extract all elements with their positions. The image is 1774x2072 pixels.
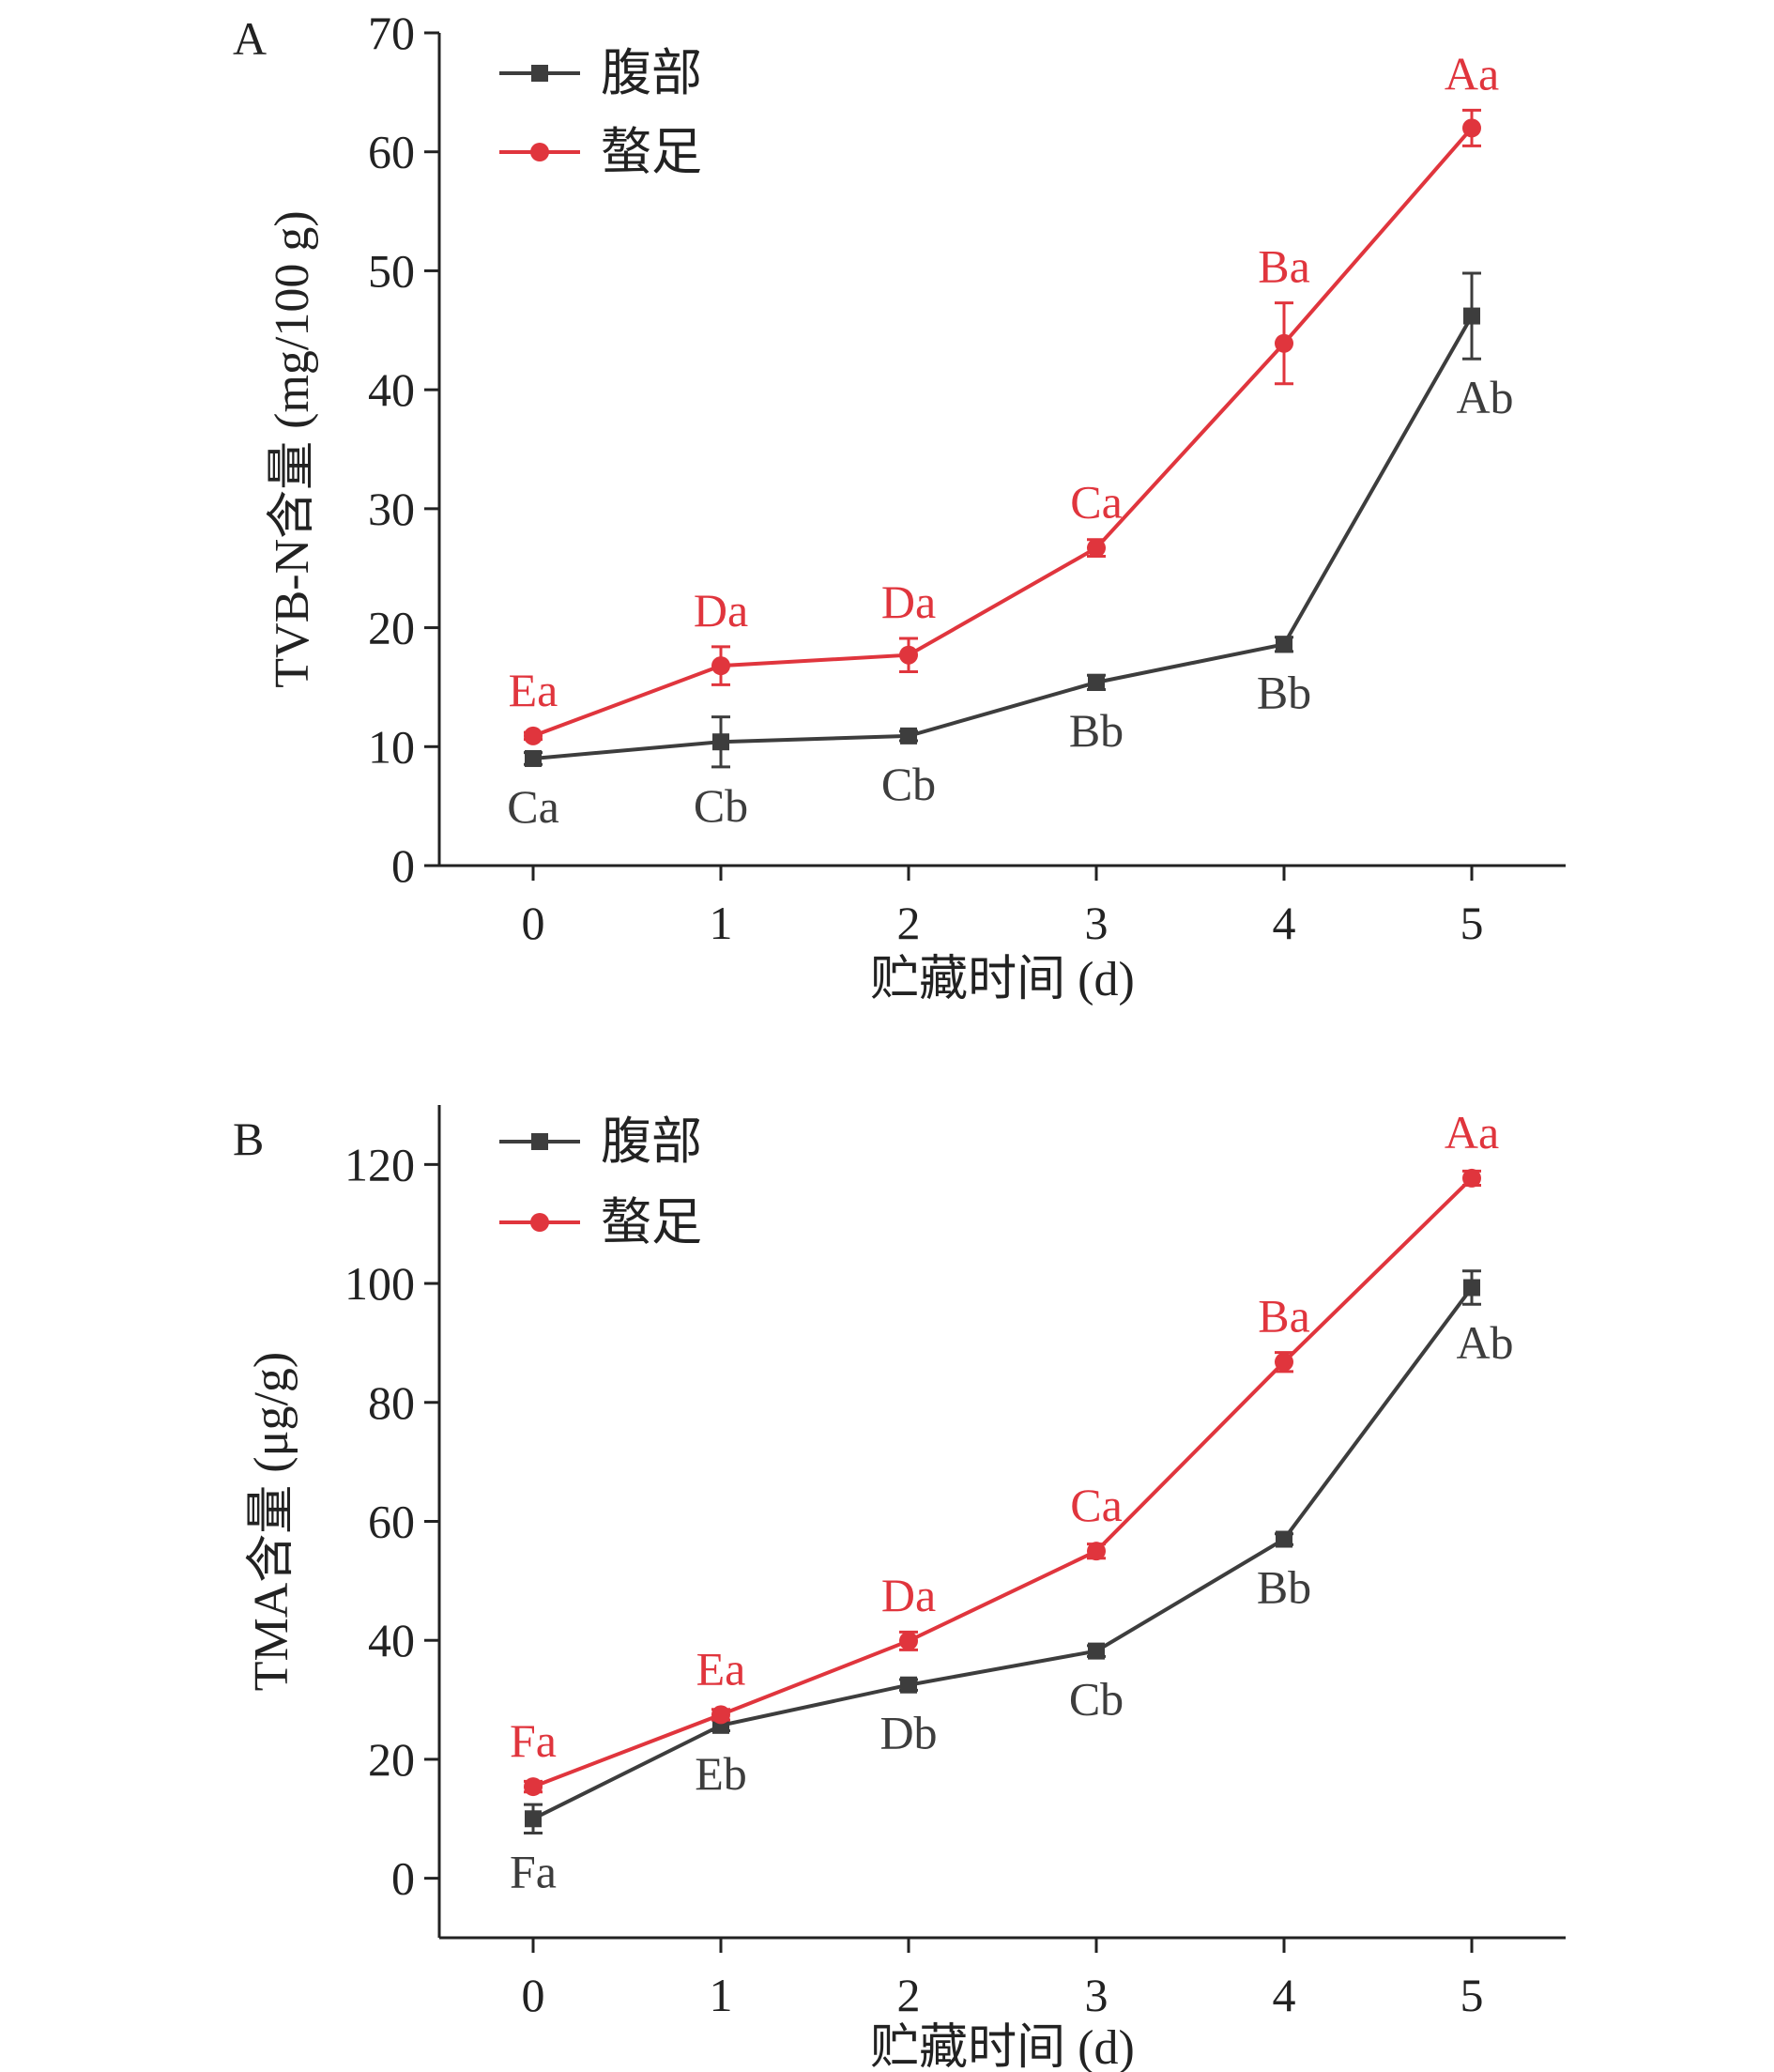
significance-label: Ca bbox=[507, 780, 559, 833]
y-tick-label: 40 bbox=[368, 1614, 415, 1666]
significance-label: Da bbox=[694, 584, 748, 637]
x-tick-label: 2 bbox=[897, 1969, 921, 2021]
data-point-belly bbox=[1276, 636, 1292, 653]
legend-label-claw: 螯足 bbox=[601, 1194, 702, 1251]
panel-label: A bbox=[233, 12, 267, 65]
data-point-claw bbox=[1275, 333, 1293, 353]
significance-label: Db bbox=[879, 1707, 937, 1759]
x-tick-label: 4 bbox=[1273, 1969, 1296, 2021]
series-line-claw bbox=[532, 1176, 1474, 1788]
data-point-claw bbox=[711, 656, 730, 676]
series-line-belly bbox=[532, 315, 1474, 760]
data-point-claw bbox=[1462, 118, 1481, 138]
legend-label-belly: 腹部 bbox=[601, 1113, 702, 1170]
y-tick-label: 70 bbox=[368, 7, 415, 59]
data-point-claw bbox=[1462, 1168, 1481, 1188]
data-point-belly bbox=[1276, 1530, 1292, 1548]
significance-label: Da bbox=[881, 576, 936, 628]
significance-label: Ca bbox=[1070, 1479, 1123, 1531]
data-point-belly bbox=[900, 727, 917, 744]
x-tick-label: 5 bbox=[1460, 897, 1484, 949]
y-tick-label: 20 bbox=[368, 1733, 415, 1786]
legend-label-belly: 腹部 bbox=[601, 45, 702, 101]
y-tick-label: 0 bbox=[391, 839, 415, 892]
data-point-belly bbox=[525, 1810, 542, 1828]
significance-label: Da bbox=[881, 1569, 936, 1621]
data-point-claw bbox=[524, 1777, 543, 1797]
y-tick-label: 20 bbox=[368, 602, 415, 654]
significance-label: Aa bbox=[1445, 47, 1499, 100]
significance-label: Ab bbox=[1456, 1316, 1513, 1369]
legend-marker-belly bbox=[531, 1133, 548, 1150]
series-line-claw bbox=[532, 127, 1474, 738]
significance-label: Cb bbox=[881, 758, 936, 810]
x-tick-label: 3 bbox=[1085, 1969, 1109, 2021]
significance-label: Ba bbox=[1258, 1290, 1310, 1343]
x-tick-label: 0 bbox=[522, 1969, 545, 2021]
legend-marker-belly bbox=[531, 65, 548, 82]
x-tick-label: 5 bbox=[1460, 1969, 1484, 2021]
significance-label: Cb bbox=[694, 779, 748, 832]
data-point-claw bbox=[524, 726, 543, 745]
data-point-claw bbox=[899, 1631, 918, 1650]
significance-label: Fa bbox=[510, 1845, 557, 1897]
legend-label-claw: 螯足 bbox=[601, 124, 702, 180]
panel-b: B 0 20 40 60 80 100 120 0 1 2 3 4 5 贮藏时间 (d) TMA含量 (μg/… bbox=[233, 1105, 1566, 2072]
legend-marker-claw bbox=[530, 143, 549, 161]
x-axis-title: 贮藏时间 (d) bbox=[870, 2021, 1135, 2072]
x-tick-label: 1 bbox=[710, 897, 733, 949]
significance-label: Ba bbox=[1258, 240, 1310, 293]
y-tick-label: 80 bbox=[368, 1376, 415, 1429]
significance-label: Bb bbox=[1069, 704, 1124, 757]
data-point-claw bbox=[899, 645, 918, 665]
data-point-belly bbox=[1463, 307, 1480, 325]
y-axis-title: TVB-N含量 (mg/100 g) bbox=[266, 210, 319, 687]
data-point-belly bbox=[1463, 1279, 1480, 1297]
y-tick-label: 30 bbox=[368, 483, 415, 535]
y-tick-label: 60 bbox=[368, 126, 415, 178]
y-tick-label: 10 bbox=[368, 720, 415, 773]
legend-marker-claw bbox=[530, 1213, 549, 1232]
data-point-belly bbox=[1088, 1642, 1105, 1660]
y-tick-label: 60 bbox=[368, 1496, 415, 1548]
significance-label: Bb bbox=[1257, 1561, 1311, 1614]
y-tick-label: 120 bbox=[344, 1138, 415, 1190]
x-tick-label: 1 bbox=[710, 1969, 733, 2021]
significance-label: Eb bbox=[695, 1747, 747, 1800]
series-line-belly bbox=[532, 1286, 1474, 1821]
x-axis-title: 贮藏时间 (d) bbox=[870, 953, 1135, 1006]
y-axis-title: TMA含量 (μg/g) bbox=[245, 1352, 298, 1692]
x-tick-label: 3 bbox=[1085, 897, 1109, 949]
data-point-claw bbox=[1087, 538, 1106, 558]
data-point-belly bbox=[900, 1676, 917, 1694]
data-point-claw bbox=[1087, 1542, 1106, 1561]
data-point-claw bbox=[1275, 1352, 1293, 1372]
x-tick-label: 0 bbox=[522, 897, 545, 949]
significance-label: Bb bbox=[1257, 666, 1311, 718]
significance-label: Fa bbox=[510, 1714, 557, 1767]
significance-label: Ea bbox=[509, 664, 558, 716]
y-tick-label: 100 bbox=[344, 1257, 415, 1310]
panel-a: A 0 10 20 30 40 50 60 70 0 1 2 3 4 5 贮藏时间 (d) TVB-N含量 (m… bbox=[233, 7, 1566, 1006]
data-point-belly bbox=[525, 749, 542, 767]
significance-label: Ca bbox=[1070, 476, 1123, 529]
significance-label: Ea bbox=[696, 1642, 746, 1695]
x-tick-label: 2 bbox=[897, 897, 921, 949]
x-tick-label: 4 bbox=[1273, 897, 1296, 949]
significance-label: Ab bbox=[1456, 371, 1513, 423]
y-tick-label: 40 bbox=[368, 363, 415, 416]
data-point-belly bbox=[712, 733, 729, 751]
significance-label: Aa bbox=[1445, 1106, 1499, 1159]
y-tick-label: 0 bbox=[391, 1852, 415, 1905]
data-point-belly bbox=[1088, 673, 1105, 691]
significance-label: Cb bbox=[1069, 1673, 1124, 1726]
data-point-claw bbox=[711, 1705, 730, 1725]
y-tick-label: 50 bbox=[368, 244, 415, 297]
panel-label: B bbox=[233, 1113, 264, 1165]
